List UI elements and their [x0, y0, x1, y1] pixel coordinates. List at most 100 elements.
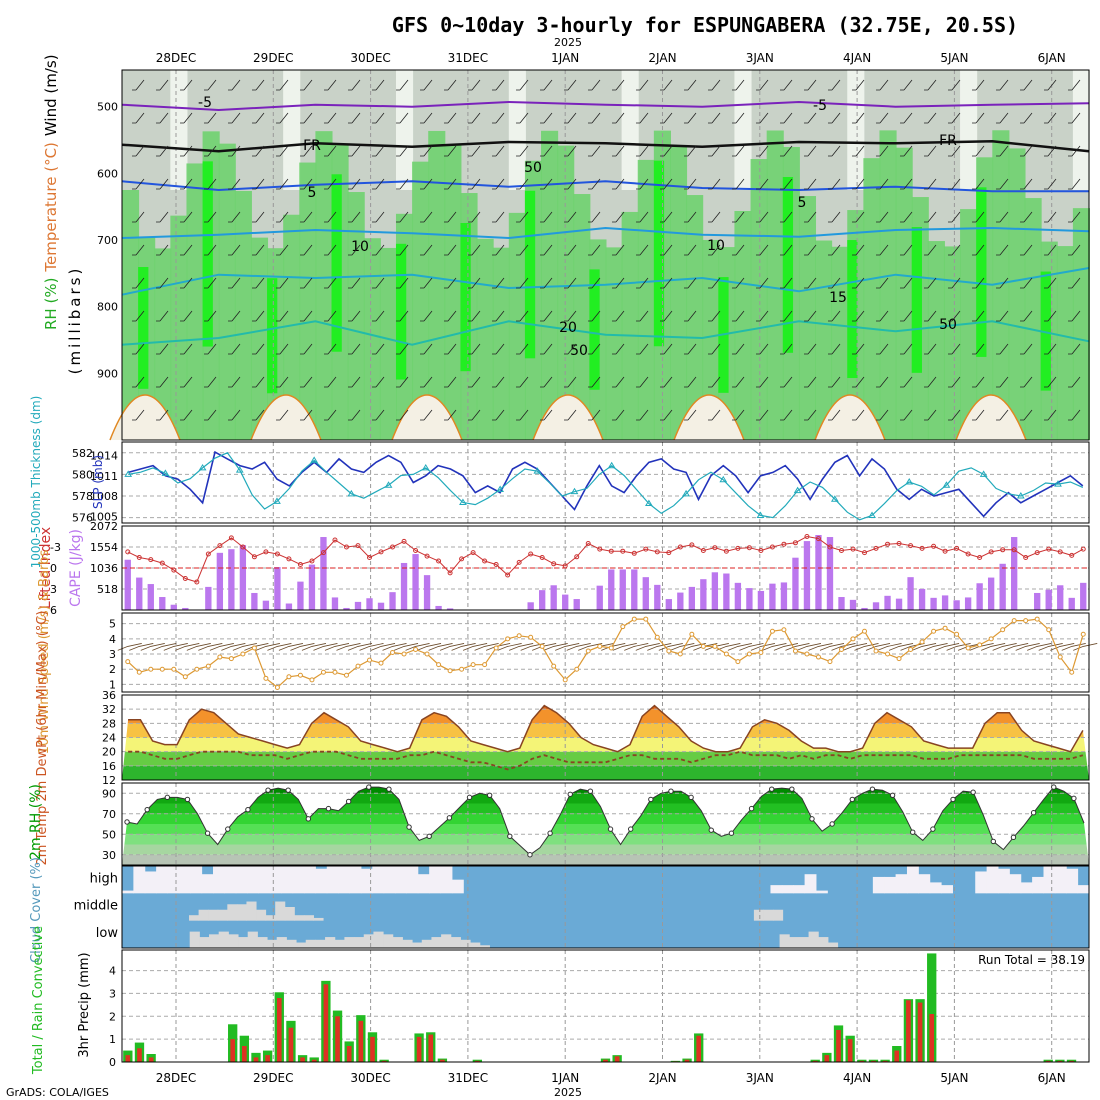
cloud-bar-low [257, 937, 268, 948]
wind-barb [540, 112, 553, 124]
wind-barb [156, 211, 169, 223]
precip-conv-bar [475, 1060, 480, 1062]
cloud-bar-middle [227, 904, 238, 921]
wind-barb [516, 343, 529, 355]
cloud-bar-high [269, 866, 282, 894]
panel-frame [121, 865, 1090, 949]
rh-point [1030, 810, 1037, 816]
wind-speed-point [1034, 616, 1040, 622]
cloud-bar-high [167, 866, 180, 894]
wind-barb [948, 343, 961, 355]
wind-barb [684, 277, 697, 289]
wind-barb [804, 244, 817, 256]
wind-barb [372, 178, 385, 190]
lifted-point [493, 562, 499, 567]
wind-barb [444, 277, 457, 289]
cloud-bar-low [450, 937, 461, 948]
temp-tick: 12 [102, 774, 116, 787]
lifted-point [677, 544, 683, 550]
wind-barb [804, 277, 817, 289]
wind-barb [612, 112, 625, 124]
wind-barb [756, 112, 769, 124]
cloud-bar-low [354, 937, 365, 948]
cape-bar [412, 554, 419, 610]
cape-bar [205, 586, 212, 610]
wind-barb [828, 343, 841, 355]
cape-bar [700, 579, 707, 610]
wind-barb [948, 112, 961, 124]
pressure-axis-text: (millibars) [66, 266, 84, 375]
wind-barb [396, 244, 409, 256]
wind-barb [348, 145, 361, 157]
wind-speed-point [781, 627, 787, 633]
wind-barb [276, 310, 289, 322]
wind-barb [564, 343, 577, 355]
cloud-bar-high [793, 885, 806, 894]
cloud-bar-high [213, 866, 225, 894]
wind-barb [516, 178, 529, 190]
surface-wind-barb [946, 643, 971, 651]
rh-point [970, 789, 976, 795]
surface-wind-barb [543, 643, 568, 651]
cloud-bar-high [1009, 874, 1022, 894]
cloud-bar-high [258, 866, 271, 894]
rh-point [305, 816, 312, 822]
wind-barb [180, 409, 193, 421]
wind-barb [1020, 178, 1033, 190]
rh-point [930, 826, 936, 832]
lifted-point [274, 551, 280, 557]
wind-barb [1044, 376, 1057, 388]
wind-barb [588, 376, 601, 388]
wind-barb [276, 409, 289, 421]
rh-tick: 70 [102, 808, 116, 821]
temp-tick: 24 [102, 732, 116, 745]
lifted-point [654, 549, 660, 555]
wind-barb [468, 211, 481, 223]
wind-barb [780, 112, 793, 124]
wind-speed-point [228, 656, 234, 662]
temp-tick: 36 [102, 689, 116, 702]
wind-barb [660, 376, 673, 388]
lifted-point [769, 544, 775, 550]
slp-ylabel: SLP (mb) [91, 455, 105, 509]
wind-barb [180, 343, 193, 355]
lifted-tick: 6 [50, 604, 57, 617]
isotherm-5 [121, 180, 1089, 193]
wind-speed-point [148, 666, 154, 672]
lifted-point [597, 546, 603, 552]
rh-band [154, 248, 172, 440]
wind-speed-point [942, 625, 948, 631]
cape-bar [527, 602, 534, 610]
rh-strong-band [976, 187, 987, 357]
rh-point [769, 786, 775, 792]
rh-dry-band [960, 70, 978, 190]
upper-air-ylabel: RH (%) Temperature (°C) Wind (m/s) [42, 54, 60, 330]
wind-barb [564, 244, 577, 256]
ylabel-part: RH (%) [42, 278, 60, 330]
wind-barb [276, 376, 289, 388]
wind-barb [1044, 244, 1057, 256]
wind-barb [876, 343, 889, 355]
cloud-bar-low [779, 934, 790, 948]
cloud-bar-high [1054, 866, 1067, 894]
rh-point [1010, 834, 1017, 841]
wind-speed-point [792, 648, 798, 654]
cloud-bar-high [941, 885, 953, 894]
precip-conv-bar [265, 1055, 270, 1062]
wind-barb [156, 277, 169, 289]
rh-point [668, 788, 674, 794]
wind-barb [324, 178, 337, 190]
surface-wind-barb [301, 643, 327, 651]
wind-barb [420, 112, 433, 124]
lifted-point [574, 554, 580, 560]
wind-barb [636, 376, 649, 388]
precip-conv-bar [346, 1046, 352, 1062]
wind-barb [132, 112, 145, 124]
wind-barb [900, 244, 913, 256]
cloud-bar-high [1032, 876, 1044, 894]
cloud-bar-high [451, 879, 464, 894]
precip-conv-bar [300, 1057, 305, 1062]
rh-point [225, 826, 231, 832]
wind-barb [228, 310, 241, 322]
wind-barb [876, 211, 889, 223]
